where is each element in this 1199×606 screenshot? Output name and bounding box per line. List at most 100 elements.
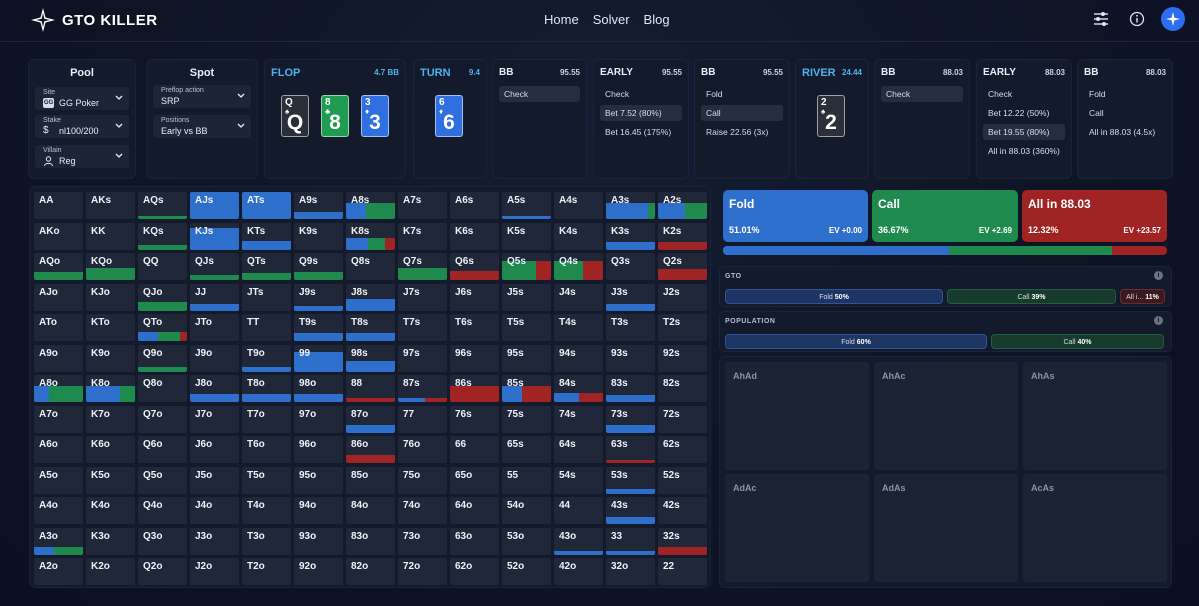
hand-cell[interactable]: K7o xyxy=(86,405,135,433)
hand-cell[interactable]: K6s xyxy=(450,222,499,250)
hand-cell[interactable]: 99 xyxy=(294,344,343,372)
hand-cell[interactable]: J2s xyxy=(658,283,707,311)
hand-cell[interactable]: A4o xyxy=(34,497,83,524)
hand-cell[interactable]: ATs xyxy=(242,192,291,219)
hand-cell[interactable]: 77 xyxy=(398,405,447,433)
hand-cell[interactable]: QTo xyxy=(138,314,187,341)
playing-card[interactable]: Q ♠ Q xyxy=(281,95,309,137)
hand-cell[interactable]: T4o xyxy=(242,497,291,524)
nav-link-home[interactable]: Home xyxy=(544,12,579,27)
hand-cell[interactable]: K8s xyxy=(346,222,395,250)
hand-cell[interactable]: A8o xyxy=(34,375,83,402)
hand-cell[interactable]: 73o xyxy=(398,527,447,555)
hand-cell[interactable]: 65s xyxy=(502,436,551,463)
hand-cell[interactable]: J3s xyxy=(606,283,655,311)
hand-cell[interactable]: 22 xyxy=(658,558,707,585)
hand-cell[interactable]: 82s xyxy=(658,375,707,402)
hand-cell[interactable]: 94o xyxy=(294,497,343,524)
hand-cell[interactable]: Q8o xyxy=(138,375,187,402)
hand-cell[interactable]: Q8s xyxy=(346,253,395,280)
river-panel[interactable]: RIVER 24.44 2 ♠ 2 xyxy=(795,59,869,179)
hand-cell[interactable]: A6o xyxy=(34,436,83,463)
hand-cell[interactable]: T9s xyxy=(294,314,343,341)
stake-select[interactable]: Stake $ nl100/200 xyxy=(35,115,129,138)
hand-cell[interactable]: 64s xyxy=(554,436,603,463)
hand-cell[interactable]: J9s xyxy=(294,283,343,311)
hand-cell[interactable]: Q5s xyxy=(502,253,551,280)
hand-cell[interactable]: A5o xyxy=(34,466,83,494)
action-option[interactable]: Bet 16.45 (175%) xyxy=(605,127,672,137)
hand-cell[interactable]: 85o xyxy=(346,466,395,494)
hand-cell[interactable]: T5s xyxy=(502,314,551,341)
hand-cell[interactable]: T8o xyxy=(242,375,291,402)
hand-cell[interactable]: T7o xyxy=(242,405,291,433)
hand-cell[interactable]: 96o xyxy=(294,436,343,463)
hand-cell[interactable]: T3s xyxy=(606,314,655,341)
hand-cell[interactable]: 76s xyxy=(450,405,499,433)
hand-cell[interactable]: 33 xyxy=(606,527,655,555)
hand-cell[interactable]: Q2s xyxy=(658,253,707,280)
hand-cell[interactable]: AKs xyxy=(86,192,135,219)
hand-cell[interactable]: K5s xyxy=(502,222,551,250)
hand-cell[interactable]: T2o xyxy=(242,558,291,585)
hand-cell[interactable]: T2s xyxy=(658,314,707,341)
hand-cell[interactable]: 32o xyxy=(606,558,655,585)
hand-cell[interactable]: 52s xyxy=(658,466,707,494)
hand-cell[interactable]: J7o xyxy=(190,405,239,433)
hand-cell[interactable]: K9s xyxy=(294,222,343,250)
hand-cell[interactable]: AKo xyxy=(34,222,83,250)
hand-cell[interactable]: 97o xyxy=(294,405,343,433)
action-option[interactable]: Check xyxy=(988,89,1013,99)
hand-cell[interactable]: J4o xyxy=(190,497,239,524)
hand-cell[interactable]: 44 xyxy=(554,497,603,524)
hand-cell[interactable]: Q3s xyxy=(606,253,655,280)
hand-cell[interactable]: 86s xyxy=(450,375,499,402)
hand-cell[interactable]: 75s xyxy=(502,405,551,433)
hand-cell[interactable]: 43o xyxy=(554,527,603,555)
action-option[interactable]: Check xyxy=(499,86,580,102)
hand-cell[interactable]: 72s xyxy=(658,405,707,433)
combo-cell[interactable]: AcAs xyxy=(1023,474,1167,582)
action-option[interactable]: Raise 22.56 (3x) xyxy=(706,127,769,137)
hand-cell[interactable]: 84o xyxy=(346,497,395,524)
hand-cell[interactable]: 92s xyxy=(658,344,707,372)
hand-cell[interactable]: JJ xyxy=(190,283,239,311)
action-option[interactable]: All in 88.03 (360%) xyxy=(988,146,1060,156)
hand-cell[interactable]: A9s xyxy=(294,192,343,219)
hand-cell[interactable]: KQs xyxy=(138,222,187,250)
combo-cell[interactable]: AdAc xyxy=(725,474,869,582)
hand-cell[interactable]: Q6s xyxy=(450,253,499,280)
hand-cell[interactable]: T3o xyxy=(242,527,291,555)
hand-cell[interactable]: Q3o xyxy=(138,527,187,555)
hand-cell[interactable]: 62s xyxy=(658,436,707,463)
combo-cell[interactable]: AhAd xyxy=(725,362,869,470)
hand-cell[interactable]: 93s xyxy=(606,344,655,372)
info-icon[interactable] xyxy=(1125,7,1149,31)
hand-cell[interactable]: QJo xyxy=(138,283,187,311)
hand-cell[interactable]: AQs xyxy=(138,192,187,219)
hand-cell[interactable]: JTo xyxy=(190,314,239,341)
hand-cell[interactable]: 53s xyxy=(606,466,655,494)
hand-cell[interactable]: 87s xyxy=(398,375,447,402)
hand-cell[interactable]: J8s xyxy=(346,283,395,311)
hand-cell[interactable]: A7o xyxy=(34,405,83,433)
hand-cell[interactable]: 72o xyxy=(398,558,447,585)
hand-cell[interactable]: 84s xyxy=(554,375,603,402)
hand-cell[interactable]: KQo xyxy=(86,253,135,280)
action-card-call[interactable]: Call 36.67% EV +2.69 xyxy=(872,190,1018,242)
hand-cell[interactable]: 98o xyxy=(294,375,343,402)
hand-cell[interactable]: T4s xyxy=(554,314,603,341)
hand-cell[interactable]: 87o xyxy=(346,405,395,433)
hand-cell[interactable]: J6o xyxy=(190,436,239,463)
hand-cell[interactable]: 96s xyxy=(450,344,499,372)
hand-cell[interactable]: KJs xyxy=(190,222,239,250)
hand-cell[interactable]: T6s xyxy=(450,314,499,341)
hand-cell[interactable]: 52o xyxy=(502,558,551,585)
hand-cell[interactable]: 83s xyxy=(606,375,655,402)
preflop-action-select[interactable]: Preflop action SRP xyxy=(153,85,251,108)
hand-cell[interactable]: A4s xyxy=(554,192,603,219)
hand-cell[interactable]: A7s xyxy=(398,192,447,219)
hand-cell[interactable]: K3s xyxy=(606,222,655,250)
hand-cell[interactable]: T6o xyxy=(242,436,291,463)
hand-cell[interactable]: Q7s xyxy=(398,253,447,280)
